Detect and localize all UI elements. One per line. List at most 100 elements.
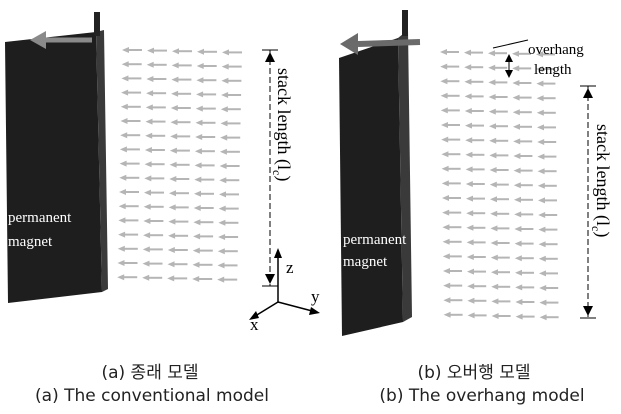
- field-arrow-head: [192, 261, 200, 268]
- field-arrow-head: [196, 91, 204, 98]
- field-arrow-head: [466, 224, 474, 231]
- panel-a-magnet-label-1: permanent: [8, 210, 72, 226]
- field-arrow-head: [466, 254, 474, 260]
- field-arrow-head: [117, 245, 125, 252]
- panel-b-magnet: [339, 38, 403, 336]
- field-arrow-head: [120, 132, 128, 139]
- field-arrow-head: [467, 297, 475, 304]
- field-arrow-head: [440, 92, 448, 99]
- panel-a-conventional: permanent magnet stack length (lc) z y x: [5, 12, 320, 334]
- field-arrow-head: [490, 196, 497, 203]
- field-arrow-head: [219, 191, 226, 198]
- field-arrow-head: [467, 312, 475, 319]
- field-arrow-head: [513, 167, 521, 174]
- field-arrow-head: [143, 203, 151, 210]
- field-arrow-head: [119, 189, 126, 195]
- field-arrow-head: [512, 65, 520, 72]
- field-arrow-head: [195, 105, 203, 112]
- field-arrow-head: [536, 109, 544, 116]
- field-arrow-head: [515, 313, 523, 320]
- field-arrow-head: [465, 151, 473, 158]
- field-arrow-head: [192, 276, 200, 282]
- field-arrow-head: [219, 177, 227, 184]
- field-arrow-head: [146, 76, 154, 82]
- field-arrow-head: [218, 205, 226, 212]
- field-arrow-head: [119, 146, 127, 153]
- field-arrow-head: [465, 166, 473, 173]
- field-arrow-head: [442, 209, 450, 216]
- field-arrow-head: [467, 268, 474, 275]
- field-arrow-head: [488, 79, 496, 86]
- field-arrow-head: [488, 50, 495, 57]
- panel-a-magnet: [5, 32, 102, 303]
- panel-a-field-arrows: [117, 47, 242, 283]
- field-arrow-head: [119, 160, 127, 167]
- field-arrow-head: [172, 48, 179, 55]
- panel-a-caption-english: (a) The conventional model: [35, 386, 269, 406]
- field-arrow-head: [442, 253, 450, 260]
- panel-b-overhang-label-2: length: [534, 62, 572, 78]
- field-arrow-head: [443, 268, 450, 274]
- field-arrow-head: [443, 297, 451, 304]
- panel-b-overhang-label-1: overhang: [528, 42, 584, 58]
- field-arrow-head: [146, 61, 154, 68]
- field-arrow-head: [538, 197, 545, 204]
- field-arrow-head: [144, 147, 152, 153]
- field-arrow-head: [490, 210, 498, 217]
- field-arrow-head: [196, 77, 204, 84]
- field-arrow-head: [465, 181, 473, 187]
- field-arrow-head: [167, 275, 175, 282]
- field-arrow-head: [515, 269, 522, 276]
- panel-a-axis-x: x: [250, 315, 259, 334]
- panel-b-stack-length-dimension: [580, 85, 596, 319]
- field-arrow-head: [168, 232, 176, 239]
- field-arrow-head: [171, 90, 179, 97]
- field-arrow-head: [442, 224, 450, 231]
- field-arrow-head: [144, 175, 152, 182]
- panel-a-main-arrow: [30, 31, 92, 49]
- field-arrow-head: [488, 108, 496, 115]
- field-arrow-head: [464, 64, 472, 71]
- field-arrow-head: [121, 75, 129, 82]
- field-arrow-head: [466, 210, 474, 217]
- panel-a-magnet-label-2: magnet: [8, 234, 53, 250]
- field-arrow-head: [464, 93, 472, 100]
- field-arrow-head: [220, 106, 228, 113]
- panel-b-rod: [402, 10, 408, 36]
- panel-b-magnet-label-1: permanent: [343, 232, 407, 248]
- field-arrow-head: [120, 103, 128, 110]
- field-arrow-head: [538, 212, 546, 218]
- field-arrow-head: [443, 311, 451, 318]
- panel-a-magnet-edge: [96, 30, 108, 292]
- panel-b-caption-english: (b) The overhang model: [379, 386, 585, 406]
- field-arrow-head: [491, 298, 499, 305]
- field-arrow-head: [145, 132, 153, 139]
- panel-b-magnet-label-2: magnet: [343, 254, 388, 270]
- field-arrow-head: [120, 118, 128, 124]
- field-arrow-head: [142, 274, 150, 281]
- panel-a-axis-z: z: [286, 258, 294, 277]
- field-arrow-head: [121, 61, 129, 68]
- field-arrow-head: [219, 163, 227, 169]
- field-arrow-head: [514, 240, 522, 247]
- field-arrow-head: [145, 118, 153, 125]
- field-arrow-head: [537, 139, 545, 145]
- field-arrow-head: [539, 270, 546, 277]
- field-arrow-head: [194, 176, 202, 183]
- panel-a-stack-length-dimension: [262, 49, 278, 287]
- panel-a-stack-length-label: stack length (lc): [270, 68, 294, 181]
- field-arrow-head: [441, 180, 449, 187]
- field-arrow-head: [491, 313, 499, 319]
- field-arrow-head: [168, 218, 176, 225]
- field-arrow-head: [537, 182, 545, 189]
- field-arrow-head: [512, 80, 520, 86]
- field-arrow-head: [118, 203, 126, 210]
- panel-b-stack-length-label: stack length (lc): [589, 124, 613, 237]
- field-arrow-head: [536, 80, 544, 87]
- field-arrow-head: [217, 248, 225, 255]
- field-arrow-head: [144, 161, 152, 168]
- field-arrow-head: [169, 147, 177, 154]
- field-arrow-head: [539, 299, 547, 306]
- field-arrow-head: [512, 109, 520, 116]
- field-arrow-head: [441, 136, 449, 143]
